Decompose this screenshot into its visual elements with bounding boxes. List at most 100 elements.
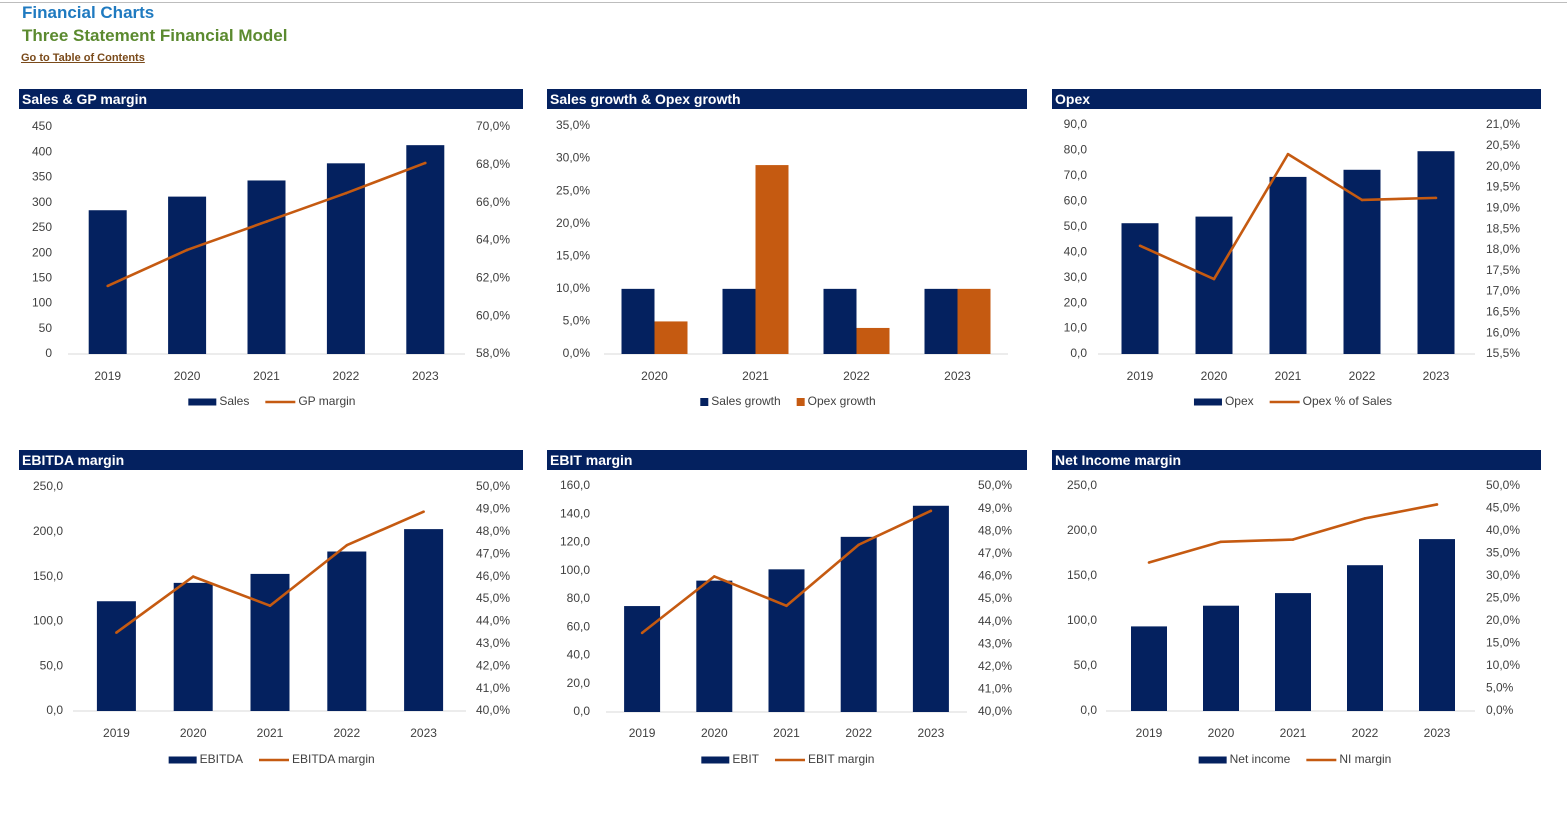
toc-link[interactable]: Go to Table of Contents bbox=[21, 52, 145, 64]
y-right-tick-label: 66,0% bbox=[476, 195, 510, 209]
line-point bbox=[106, 284, 109, 288]
legend-marker-net-income bbox=[1198, 756, 1227, 764]
bar-ebitda bbox=[173, 582, 213, 711]
y-left-tick-label: 140,0 bbox=[560, 506, 590, 520]
bar-sales-growth bbox=[722, 288, 756, 354]
y-right-tick-label: 46,0% bbox=[978, 569, 1012, 583]
y-right-tick-label: 68,0% bbox=[476, 157, 510, 171]
y-right-tick-label: 17,5% bbox=[1486, 263, 1520, 277]
line-point bbox=[1212, 277, 1216, 281]
y-left-tick-label: 50 bbox=[39, 321, 53, 335]
legend-marker-ebitda bbox=[168, 756, 197, 764]
y-left-tick-label: 0,0 bbox=[46, 703, 63, 717]
bar-sales bbox=[406, 145, 445, 354]
y-right-tick-label: 35,0% bbox=[1486, 546, 1520, 560]
y-right-tick-label: 45,0% bbox=[1486, 501, 1520, 515]
y-right-tick-label: 20,5% bbox=[1486, 138, 1520, 152]
y-left-tick-label: 60,0 bbox=[1064, 194, 1088, 208]
bar-ebit bbox=[840, 536, 877, 712]
y-right-tick-label: 18,5% bbox=[1486, 221, 1520, 235]
y-left-tick-label: 0,0% bbox=[563, 346, 591, 360]
x-tick-label: 2021 bbox=[1275, 369, 1302, 383]
y-left-tick-label: 50,0 bbox=[1064, 219, 1088, 233]
y-right-tick-label: 42,0% bbox=[978, 659, 1012, 673]
line-point bbox=[1435, 503, 1439, 506]
y-right-tick-label: 70,0% bbox=[476, 119, 510, 133]
line-ni-margin bbox=[1148, 503, 1438, 564]
legend-label-ebit: EBIT bbox=[732, 752, 759, 766]
line-point bbox=[344, 191, 348, 195]
y-right-tick-label: 50,0% bbox=[978, 478, 1012, 492]
bar-sales bbox=[88, 210, 127, 354]
line-point bbox=[345, 543, 349, 547]
line-point bbox=[185, 248, 189, 252]
y-left-tick-label: 0,0 bbox=[1070, 346, 1087, 360]
y-left-tick-label: 80,0 bbox=[567, 591, 591, 605]
bar-sales-growth bbox=[924, 288, 958, 354]
y-left-tick-label: 200 bbox=[32, 245, 52, 259]
bar-opex bbox=[1195, 216, 1233, 354]
y-right-tick-label: 20,0% bbox=[1486, 613, 1520, 627]
y-right-tick-label: 49,0% bbox=[978, 501, 1012, 515]
line-point bbox=[191, 575, 195, 578]
legend-label-opex-growth: Opex growth bbox=[808, 394, 876, 408]
x-tick-label: 2020 bbox=[701, 726, 728, 740]
bar-ebit bbox=[912, 505, 949, 712]
y-left-tick-label: 20,0% bbox=[556, 216, 590, 230]
bar-opex-growth bbox=[957, 288, 991, 354]
bar-opex-growth bbox=[856, 327, 890, 354]
x-tick-label: 2020 bbox=[1201, 369, 1228, 383]
y-right-tick-label: 21,0% bbox=[1486, 117, 1520, 131]
legend-label-ebit-margin: EBIT margin bbox=[808, 752, 874, 766]
x-tick-label: 2019 bbox=[94, 369, 121, 383]
x-tick-label: 2023 bbox=[1424, 726, 1451, 740]
y-right-tick-label: 41,0% bbox=[476, 681, 510, 695]
line-point bbox=[115, 631, 118, 634]
y-left-tick-label: 450 bbox=[32, 119, 52, 133]
chart-title-ebit: EBIT margin bbox=[547, 450, 1027, 470]
x-tick-label: 2020 bbox=[1208, 726, 1235, 740]
y-left-tick-label: 100 bbox=[32, 296, 52, 310]
y-right-tick-label: 15,5% bbox=[1486, 346, 1520, 360]
x-tick-label: 2021 bbox=[773, 726, 800, 740]
y-right-tick-label: 47,0% bbox=[978, 546, 1012, 560]
y-left-tick-label: 20,0 bbox=[1064, 295, 1088, 309]
y-left-tick-label: 30,0% bbox=[556, 151, 590, 165]
bar-sales-growth bbox=[621, 288, 655, 354]
bar-ebitda bbox=[404, 529, 444, 711]
y-right-tick-label: 40,0% bbox=[1486, 523, 1520, 537]
y-left-tick-label: 80,0 bbox=[1064, 143, 1088, 157]
line-point bbox=[424, 161, 427, 165]
x-tick-label: 2022 bbox=[843, 369, 870, 383]
y-right-tick-label: 44,0% bbox=[476, 614, 510, 628]
y-left-tick-label: 300 bbox=[32, 195, 52, 209]
legend-label-ebitda: EBITDA bbox=[200, 752, 243, 766]
x-tick-label: 2019 bbox=[1136, 726, 1163, 740]
y-right-tick-label: 18,0% bbox=[1486, 242, 1520, 256]
legend-label-sales: Sales bbox=[219, 394, 249, 408]
x-tick-label: 2020 bbox=[174, 369, 201, 383]
y-left-tick-label: 200,0 bbox=[33, 524, 63, 538]
bar-opex bbox=[1343, 169, 1381, 354]
y-left-tick-label: 250 bbox=[32, 220, 52, 234]
y-right-tick-label: 30,0% bbox=[1486, 568, 1520, 582]
x-tick-label: 2023 bbox=[1423, 369, 1450, 383]
bar-ebitda bbox=[327, 551, 367, 711]
y-right-tick-label: 44,0% bbox=[978, 614, 1012, 628]
bar-net-income bbox=[1275, 593, 1311, 711]
chart-title-opex: Opex bbox=[1052, 89, 1541, 109]
bar-sales bbox=[247, 180, 286, 354]
legend-label-opex-of-sales: Opex % of Sales bbox=[1303, 394, 1392, 408]
y-right-tick-label: 16,5% bbox=[1486, 305, 1520, 319]
x-tick-label: 2023 bbox=[918, 726, 945, 740]
y-right-tick-label: 40,0% bbox=[978, 704, 1012, 718]
line-point bbox=[929, 509, 933, 513]
y-right-tick-label: 15,0% bbox=[1486, 636, 1520, 650]
x-tick-label: 2022 bbox=[1352, 726, 1379, 740]
y-right-tick-label: 60,0% bbox=[476, 308, 510, 322]
x-tick-label: 2021 bbox=[742, 369, 769, 383]
x-tick-label: 2023 bbox=[944, 369, 971, 383]
y-left-tick-label: 40,0 bbox=[567, 648, 591, 662]
x-tick-label: 2021 bbox=[1280, 726, 1307, 740]
